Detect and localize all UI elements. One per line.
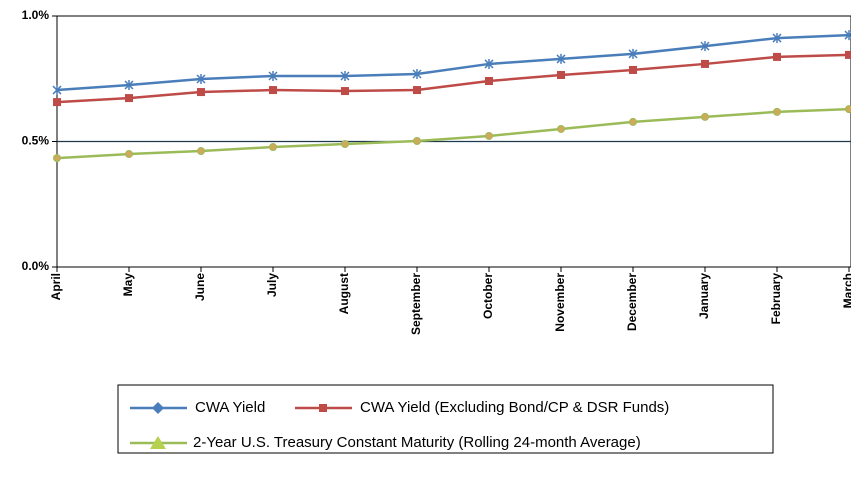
x-tick-label: May [121,273,135,297]
data-point [341,140,349,149]
data-point [629,117,637,126]
data-point [484,58,494,69]
data-point [628,48,638,59]
data-point [52,85,62,96]
data-point [53,154,61,163]
data-point [629,65,637,74]
legend-label: 2-Year U.S. Treasury Constant Maturity (… [193,434,641,451]
data-point [844,30,851,41]
x-tick-label: January [697,273,711,319]
x-tick-label: June [193,273,207,301]
data-point [773,107,781,116]
y-tick-label: 1.0% [22,8,50,22]
data-point [268,70,278,81]
data-point [197,88,205,97]
legend-marker [150,436,166,449]
data-point [557,70,565,79]
data-point [701,112,709,121]
x-tick-label: March [841,273,851,308]
x-tick-label: August [337,273,351,314]
legend-marker [152,402,164,414]
legend-marker [319,404,327,412]
data-point [772,33,782,44]
legend-box [117,384,774,454]
data-point [485,131,493,140]
y-tick-label: 0.5% [22,134,50,148]
data-point [701,59,709,68]
legend-label: CWA Yield [195,399,265,416]
legend-label: CWA Yield (Excluding Bond/CP & DSR Funds… [360,399,669,416]
data-point [413,136,421,145]
x-tick-label: July [265,273,279,297]
x-tick-label: October [481,273,495,319]
data-point [773,52,781,61]
data-point [412,68,422,79]
x-tick-label: December [625,273,639,331]
data-point [340,70,350,81]
data-point [125,150,133,159]
data-point [700,41,710,52]
series-line [56,53,850,104]
data-point [269,143,277,152]
data-point [124,80,134,91]
data-point [196,74,206,85]
x-tick-label: February [769,273,783,325]
data-point [125,94,133,103]
series-line [56,33,850,92]
data-point [556,53,566,64]
x-tick-label: April [49,273,63,300]
data-point [845,50,851,59]
data-point [413,86,421,95]
data-point [341,87,349,96]
data-point [557,124,565,133]
x-tick-label: September [409,273,423,335]
series-line [56,107,850,160]
y-tick-label: 0.0% [22,259,50,273]
data-point [845,105,851,114]
data-point [53,98,61,107]
data-point [269,86,277,95]
data-point [197,147,205,156]
x-tick-label: November [553,273,567,332]
data-point [485,77,493,86]
